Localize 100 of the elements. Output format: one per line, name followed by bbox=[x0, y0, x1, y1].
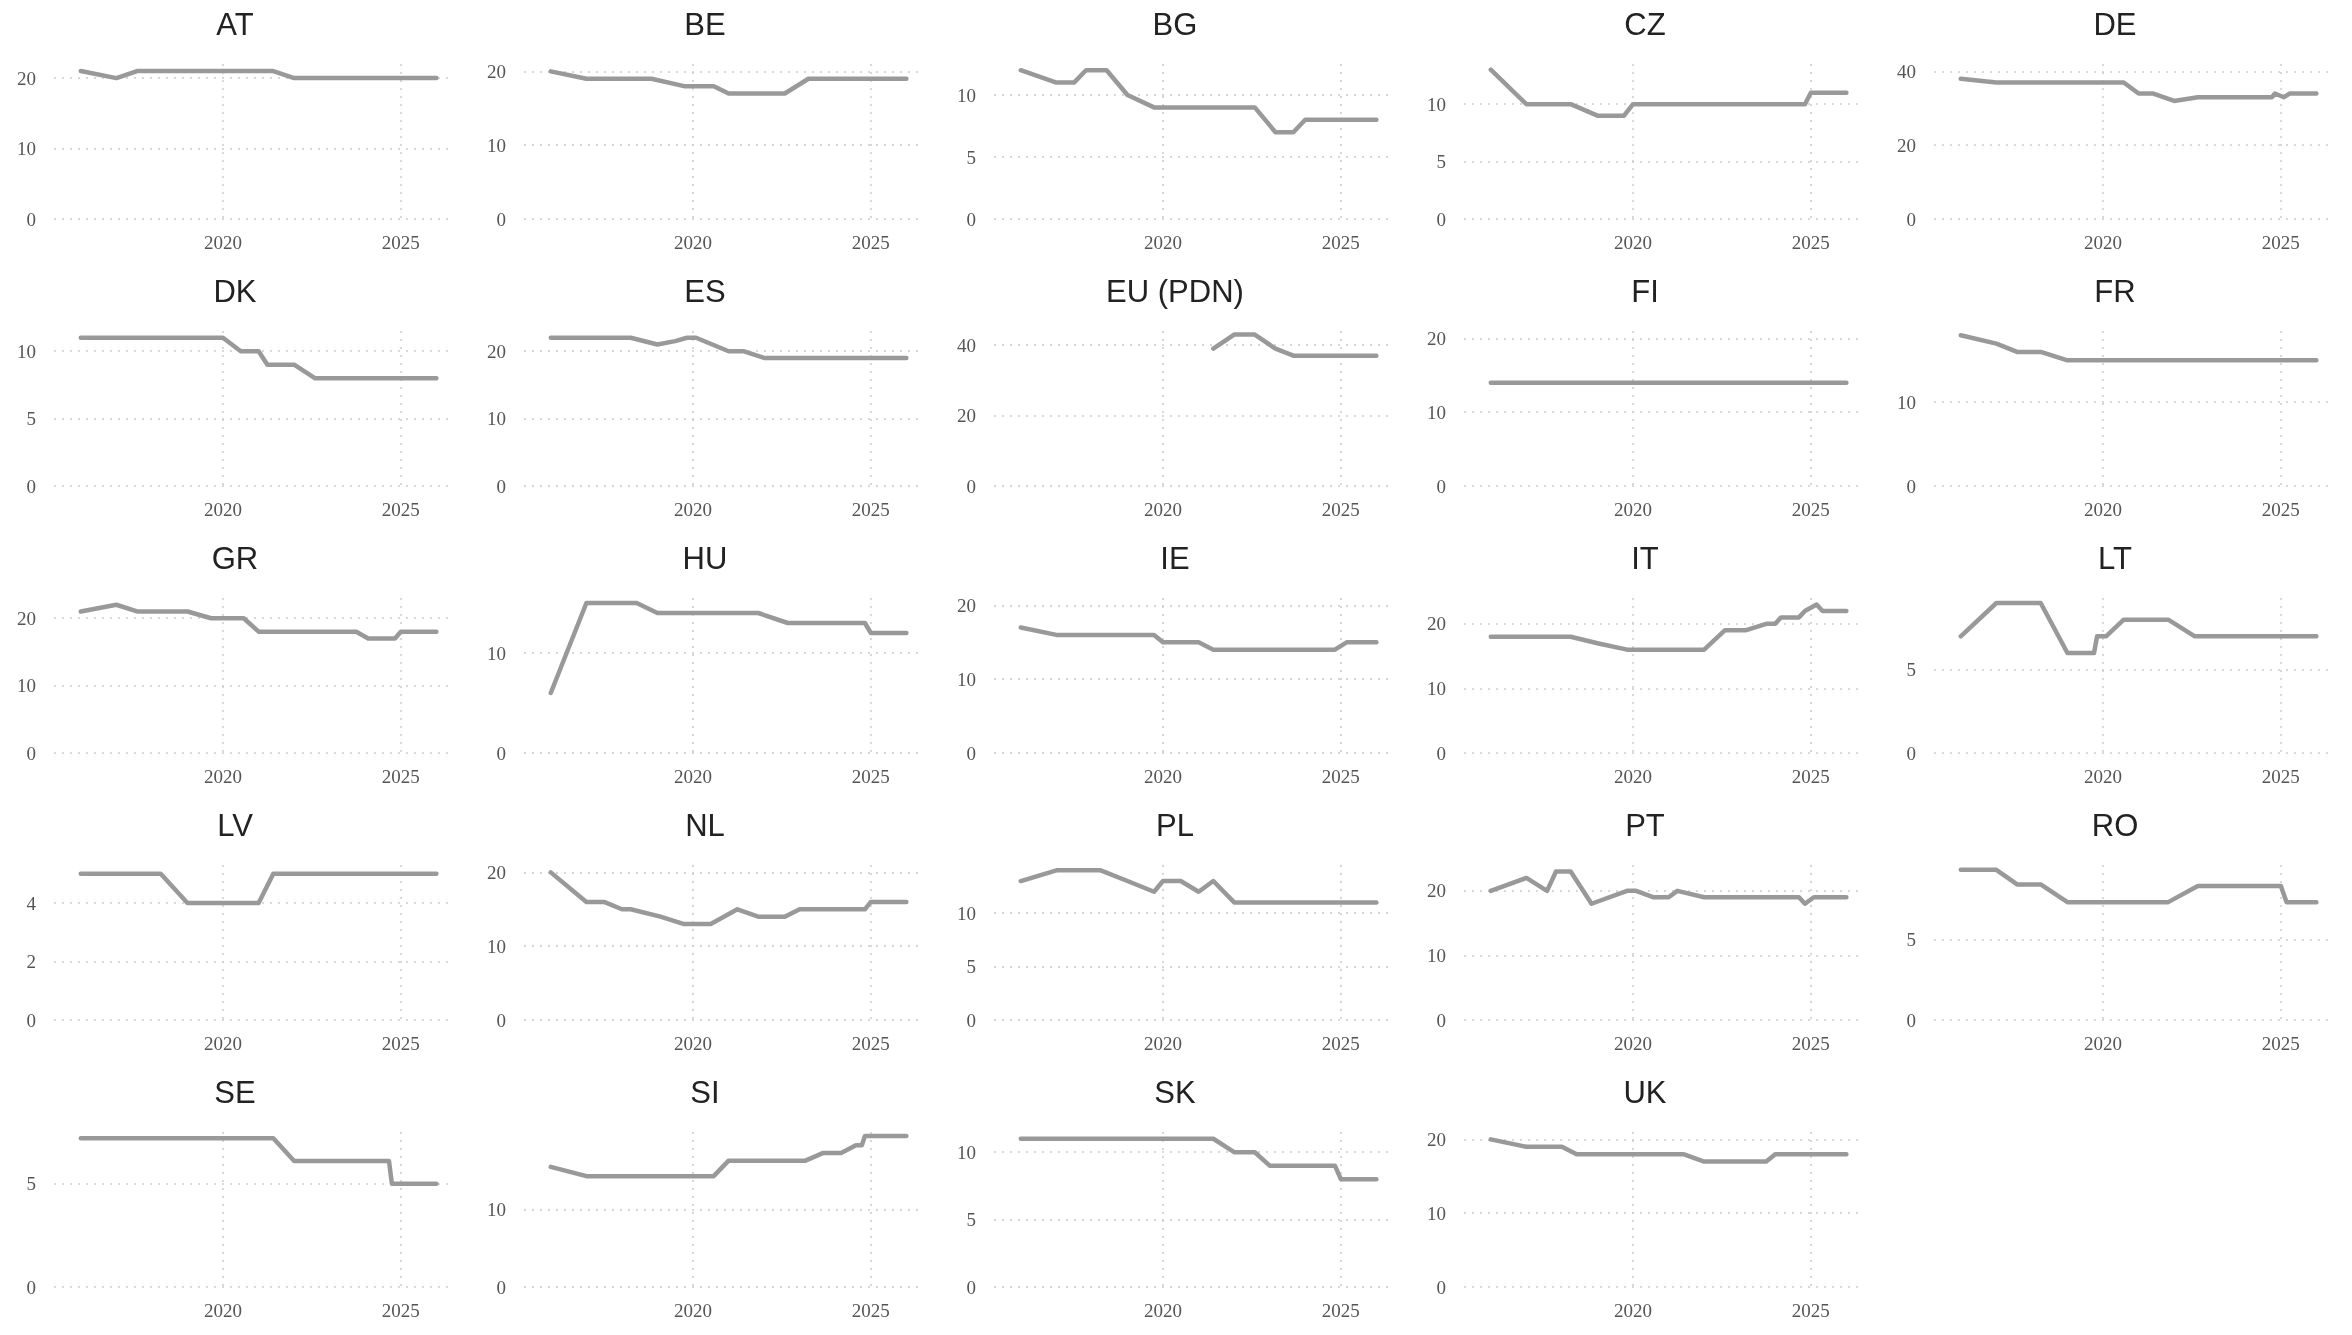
chart-title: GR bbox=[211, 541, 259, 576]
y-tick-label: 10 bbox=[957, 902, 976, 924]
line-series bbox=[1488, 1137, 1849, 1164]
y-tick-label: 10 bbox=[1427, 401, 1446, 423]
line-series bbox=[548, 870, 909, 927]
y-tick-label: 0 bbox=[966, 208, 976, 230]
line-series bbox=[1018, 1136, 1379, 1182]
x-tick-label: 2020 bbox=[203, 499, 242, 520]
y-tick-label: 40 bbox=[957, 334, 976, 356]
line-series bbox=[548, 1133, 909, 1179]
y-tick-label: 20 bbox=[1427, 613, 1446, 635]
y-tick-label: 20 bbox=[1427, 880, 1446, 902]
x-tick-label: 2020 bbox=[1143, 232, 1182, 253]
chart-title: IE bbox=[1160, 541, 1190, 576]
x-tick-label: 2025 bbox=[1321, 766, 1360, 787]
chart-title: UK bbox=[1623, 1075, 1667, 1110]
chart-title: DE bbox=[2093, 7, 2137, 42]
y-tick-label: 0 bbox=[496, 1009, 506, 1031]
y-tick-label: 5 bbox=[966, 146, 976, 168]
y-tick-label: 0 bbox=[1436, 1009, 1446, 1031]
x-tick-label: 2025 bbox=[1791, 499, 1830, 520]
x-tick-label: 2025 bbox=[2261, 1033, 2300, 1054]
x-tick-label: 2020 bbox=[673, 1300, 712, 1321]
x-tick-label: 2025 bbox=[851, 1033, 890, 1054]
y-tick-label: 10 bbox=[487, 134, 506, 156]
x-tick-label: 2020 bbox=[2083, 1033, 2122, 1054]
y-tick-label: 0 bbox=[496, 475, 506, 497]
chart-title: NL bbox=[685, 808, 725, 843]
y-tick-label: 20 bbox=[487, 861, 506, 883]
y-tick-label: 0 bbox=[26, 208, 36, 230]
y-tick-label: 20 bbox=[957, 594, 976, 616]
line-series bbox=[78, 602, 439, 641]
y-tick-label: 0 bbox=[1906, 742, 1916, 764]
x-tick-label: 2020 bbox=[673, 232, 712, 253]
x-tick-label: 2025 bbox=[1321, 232, 1360, 253]
chart-title: EU (PDN) bbox=[1106, 274, 1244, 309]
y-tick-label: 5 bbox=[26, 1173, 36, 1195]
y-tick-label: 10 bbox=[487, 1199, 506, 1220]
x-tick-label: 2020 bbox=[203, 1033, 242, 1054]
y-tick-label: 20 bbox=[1897, 134, 1916, 156]
line-series bbox=[548, 335, 909, 361]
x-tick-label: 2025 bbox=[1321, 1033, 1360, 1054]
x-tick-label: 2020 bbox=[1613, 499, 1652, 520]
y-tick-label: 10 bbox=[1427, 944, 1446, 966]
y-tick-label: 0 bbox=[1436, 742, 1446, 764]
x-tick-label: 2020 bbox=[1613, 1300, 1652, 1321]
y-tick-label: 0 bbox=[1906, 208, 1916, 230]
line-series bbox=[1958, 600, 2319, 656]
y-tick-label: 0 bbox=[966, 1276, 976, 1298]
chart-title: SK bbox=[1154, 1075, 1196, 1110]
chart-title: CZ bbox=[1624, 7, 1666, 42]
x-tick-label: 2025 bbox=[1791, 766, 1830, 787]
chart-title: SI bbox=[690, 1075, 720, 1110]
line-series bbox=[548, 600, 909, 696]
y-tick-label: 20 bbox=[957, 405, 976, 427]
line-series bbox=[78, 335, 439, 381]
y-tick-label: 10 bbox=[17, 675, 36, 697]
y-tick-label: 20 bbox=[487, 60, 506, 82]
x-tick-label: 2020 bbox=[203, 766, 242, 787]
y-tick-label: 10 bbox=[1427, 677, 1446, 699]
y-tick-label: 0 bbox=[966, 475, 976, 497]
chart-title: LV bbox=[217, 808, 254, 843]
x-tick-label: 2020 bbox=[2083, 766, 2122, 787]
x-tick-label: 2025 bbox=[851, 1300, 890, 1321]
x-tick-label: 2025 bbox=[851, 499, 890, 520]
chart-title: DK bbox=[213, 274, 257, 309]
line-series bbox=[548, 69, 909, 96]
y-tick-label: 5 bbox=[26, 408, 36, 430]
x-tick-label: 2020 bbox=[1143, 499, 1182, 520]
line-series bbox=[1018, 67, 1379, 135]
x-tick-label: 2020 bbox=[203, 232, 242, 253]
y-tick-label: 5 bbox=[966, 1209, 976, 1231]
x-tick-label: 2020 bbox=[1613, 1033, 1652, 1054]
y-tick-label: 0 bbox=[26, 1276, 36, 1298]
y-tick-label: 0 bbox=[26, 1009, 36, 1031]
y-tick-label: 10 bbox=[1897, 391, 1916, 413]
y-tick-label: 0 bbox=[496, 1276, 506, 1298]
y-tick-label: 0 bbox=[1436, 1276, 1446, 1298]
line-series bbox=[1018, 868, 1379, 905]
chart-title: ES bbox=[684, 274, 726, 309]
y-tick-label: 4 bbox=[26, 892, 37, 914]
y-tick-label: 10 bbox=[17, 138, 36, 160]
x-tick-label: 2020 bbox=[2083, 232, 2122, 253]
line-series bbox=[1488, 869, 1849, 906]
y-tick-label: 10 bbox=[487, 642, 506, 664]
chart-title: LT bbox=[2098, 541, 2132, 576]
x-tick-label: 2020 bbox=[2083, 499, 2122, 520]
x-tick-label: 2025 bbox=[381, 1300, 420, 1321]
y-tick-label: 0 bbox=[1436, 208, 1446, 230]
x-tick-label: 2020 bbox=[1613, 766, 1652, 787]
x-tick-label: 2025 bbox=[851, 232, 890, 253]
y-tick-label: 10 bbox=[17, 340, 36, 362]
x-tick-label: 2025 bbox=[1791, 232, 1830, 253]
y-tick-label: 10 bbox=[957, 1141, 976, 1163]
chart-title: BE bbox=[684, 7, 726, 42]
line-series bbox=[1018, 625, 1379, 652]
y-tick-label: 20 bbox=[487, 340, 506, 362]
y-tick-label: 0 bbox=[496, 742, 506, 764]
x-tick-label: 2025 bbox=[2261, 499, 2300, 520]
line-series bbox=[1488, 602, 1849, 652]
